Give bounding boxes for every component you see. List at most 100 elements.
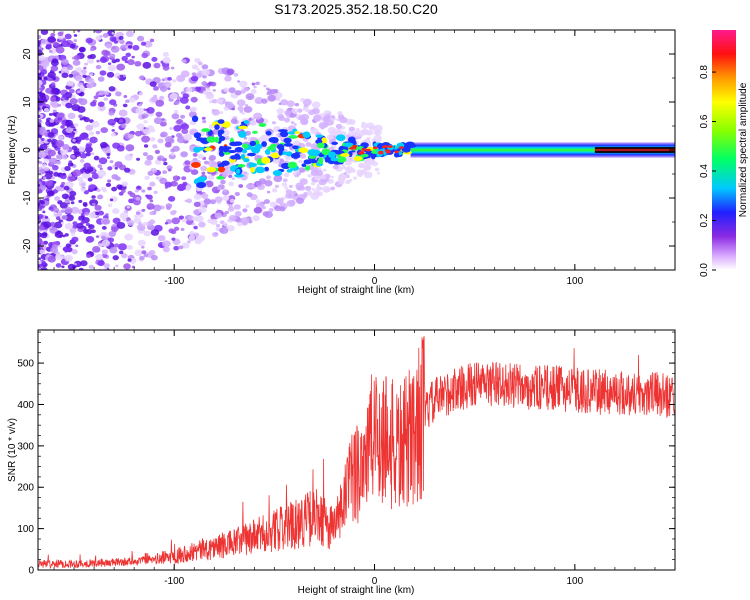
spectrogram-speckle [173, 245, 180, 251]
spectrogram-speckle [190, 75, 199, 82]
spectrogram-speckle [91, 229, 96, 234]
spectrogram-speckle [97, 169, 107, 177]
spectrogram-speckle [125, 144, 135, 152]
spectrogram-speckle [97, 76, 105, 82]
spectrogram-speckle [61, 265, 65, 269]
spectrogram-speckle [307, 174, 312, 178]
spectrogram-speckle [146, 107, 155, 114]
spectrogram-speckle [300, 97, 305, 102]
spectrogram-speckle [60, 221, 65, 225]
spectrogram-speckle [61, 58, 69, 65]
spectrogram-speckle [267, 88, 273, 93]
spectrogram-speckle [47, 138, 52, 143]
spectrogram-speckle [305, 141, 312, 147]
spectrogram-speckle [61, 154, 68, 160]
spectrogram-speckle [322, 116, 330, 123]
spectrogram-speckle [62, 172, 66, 176]
spectrogram-speckle [95, 253, 104, 261]
spectrogram-speckle [79, 146, 86, 152]
spectrogram-speckle [95, 211, 100, 216]
spectrogram-speckle [173, 125, 182, 132]
spectrogram-speckle [255, 199, 261, 204]
spectrogram-speckle [173, 226, 180, 231]
spectrogram-speckle [164, 181, 173, 188]
spectrogram-speckle [314, 176, 319, 180]
spectrogram-speckle [107, 166, 113, 171]
spectrogram-speckle [234, 210, 242, 217]
spectrogram-speckle [49, 119, 55, 123]
spectrogram-blob [330, 157, 339, 162]
spectrogram-speckle [134, 214, 139, 219]
spectrogram-speckle [116, 63, 126, 71]
spectrogram-blob [196, 137, 205, 142]
spectrogram-speckle [171, 217, 181, 225]
spectrogram-blob [405, 146, 411, 153]
spectrogram-speckle [153, 86, 159, 91]
spectrogram-speckle [163, 161, 168, 166]
spectrogram-speckle [60, 125, 65, 129]
spectrogram-speckle [122, 103, 128, 108]
spectrogram-blob [308, 155, 316, 160]
spectrogram-speckle [66, 257, 71, 261]
spectrogram-speckle [237, 221, 243, 227]
spectrogram-speckle [185, 105, 191, 110]
spectrogram-blob [292, 145, 299, 150]
spectrogram-blob [258, 122, 267, 128]
spectrogram-speckle [103, 267, 108, 270]
spectrogram-blob [337, 156, 343, 162]
spectrogram-speckle [198, 206, 207, 214]
spectrogram-speckle [63, 185, 70, 191]
spectrogram-speckle [184, 199, 188, 203]
spectrogram-speckle [68, 195, 76, 201]
spectrogram-speckle [48, 157, 58, 165]
spectrogram-speckle [147, 186, 152, 191]
spectrogram-speckle [38, 79, 43, 87]
spectrogram-speckle [217, 187, 221, 190]
spectrogram-speckle [101, 249, 109, 255]
spectrogram-hot-blob [387, 145, 393, 148]
spectrogram-speckle [57, 135, 64, 141]
spectrogram-speckle [206, 87, 211, 92]
spectrogram-speckle [105, 213, 109, 217]
spectrogram-speckle [88, 211, 97, 219]
spectrogram-speckle [138, 103, 142, 107]
spectrogram-speckle [98, 157, 108, 165]
spectrogram-speckle [302, 107, 307, 112]
spectrogram-speckle [38, 224, 45, 231]
spectrogram-blob [288, 134, 298, 139]
spectrogram-speckle [47, 255, 56, 263]
spectrogram-hot-blob [372, 146, 378, 150]
spectrogram-speckle [38, 70, 41, 74]
spectrogram-speckle [297, 108, 303, 113]
spectrogram-speckle [120, 189, 126, 194]
spectrogram-speckle [107, 64, 117, 72]
spectrogram-blob [237, 164, 246, 168]
spectrogram-speckle [144, 40, 153, 48]
spectrogram-blob [270, 136, 279, 144]
spectrogram-speckle [177, 183, 187, 191]
spectrogram-speckle [65, 119, 73, 126]
spectrogram-speckle [59, 184, 64, 188]
spectrogram-speckle [85, 144, 92, 149]
spectrogram-speckle [89, 136, 98, 144]
spectrogram-blob [313, 149, 321, 155]
spectrogram-speckle [111, 31, 116, 35]
spectrogram-speckle [138, 75, 145, 81]
spectrogram-speckle [330, 115, 336, 119]
spectrogram-speckle [57, 34, 64, 40]
spectrogram-speckle [124, 60, 129, 64]
spectrogram-speckle [127, 59, 135, 66]
spectrogram-speckle [315, 186, 322, 191]
spectrogram-speckle [81, 212, 85, 216]
spectrogram-speckle [55, 185, 62, 191]
spectrogram-speckle [292, 171, 297, 176]
spectrogram-speckle [295, 197, 305, 205]
spectrogram-speckle [209, 161, 219, 169]
spectrogram-speckle [192, 152, 198, 157]
spectrogram-speckle [216, 98, 224, 104]
spectrogram-speckle [114, 161, 123, 168]
spectrogram-speckle [82, 203, 88, 207]
spectrogram-speckle [178, 215, 185, 220]
spectrogram-speckle [250, 89, 257, 94]
spectrogram-speckle [38, 134, 42, 139]
